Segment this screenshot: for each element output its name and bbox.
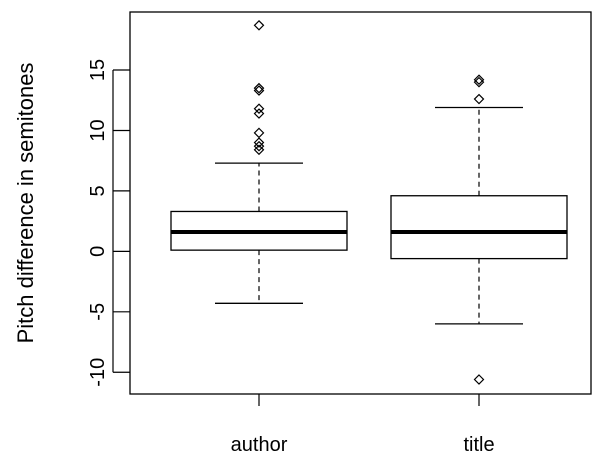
outlier-point <box>253 137 265 148</box>
box-group-author <box>170 19 348 304</box>
outlier-point <box>253 140 265 152</box>
y-tick-label: 5 <box>87 185 109 196</box>
x-tick-label: title <box>463 434 494 455</box>
outlier-point <box>473 74 485 86</box>
outlier-point <box>253 103 265 115</box>
y-tick-label: 10 <box>87 119 109 141</box>
y-axis-label: Pitch difference in semitones <box>13 63 38 344</box>
x-axis: author title <box>231 394 495 455</box>
plot-frame <box>129 11 592 395</box>
x-tick-label: author <box>231 434 288 455</box>
box-group-title <box>390 74 568 385</box>
y-tick-label: -5 <box>87 303 109 321</box>
y-tick-label: 0 <box>87 246 109 257</box>
outlier-point <box>253 82 265 94</box>
y-tick-label: -10 <box>87 358 109 387</box>
outlier-point <box>253 19 265 31</box>
boxes-layer <box>170 19 568 385</box>
outlier-point <box>473 93 485 105</box>
outlier-point <box>473 374 485 385</box>
outlier-point <box>253 127 265 139</box>
y-axis: -10 -5 0 5 10 15 <box>87 59 130 387</box>
iqr-box <box>390 195 568 260</box>
outlier-point <box>253 108 265 119</box>
y-tick-label: 15 <box>87 59 109 81</box>
